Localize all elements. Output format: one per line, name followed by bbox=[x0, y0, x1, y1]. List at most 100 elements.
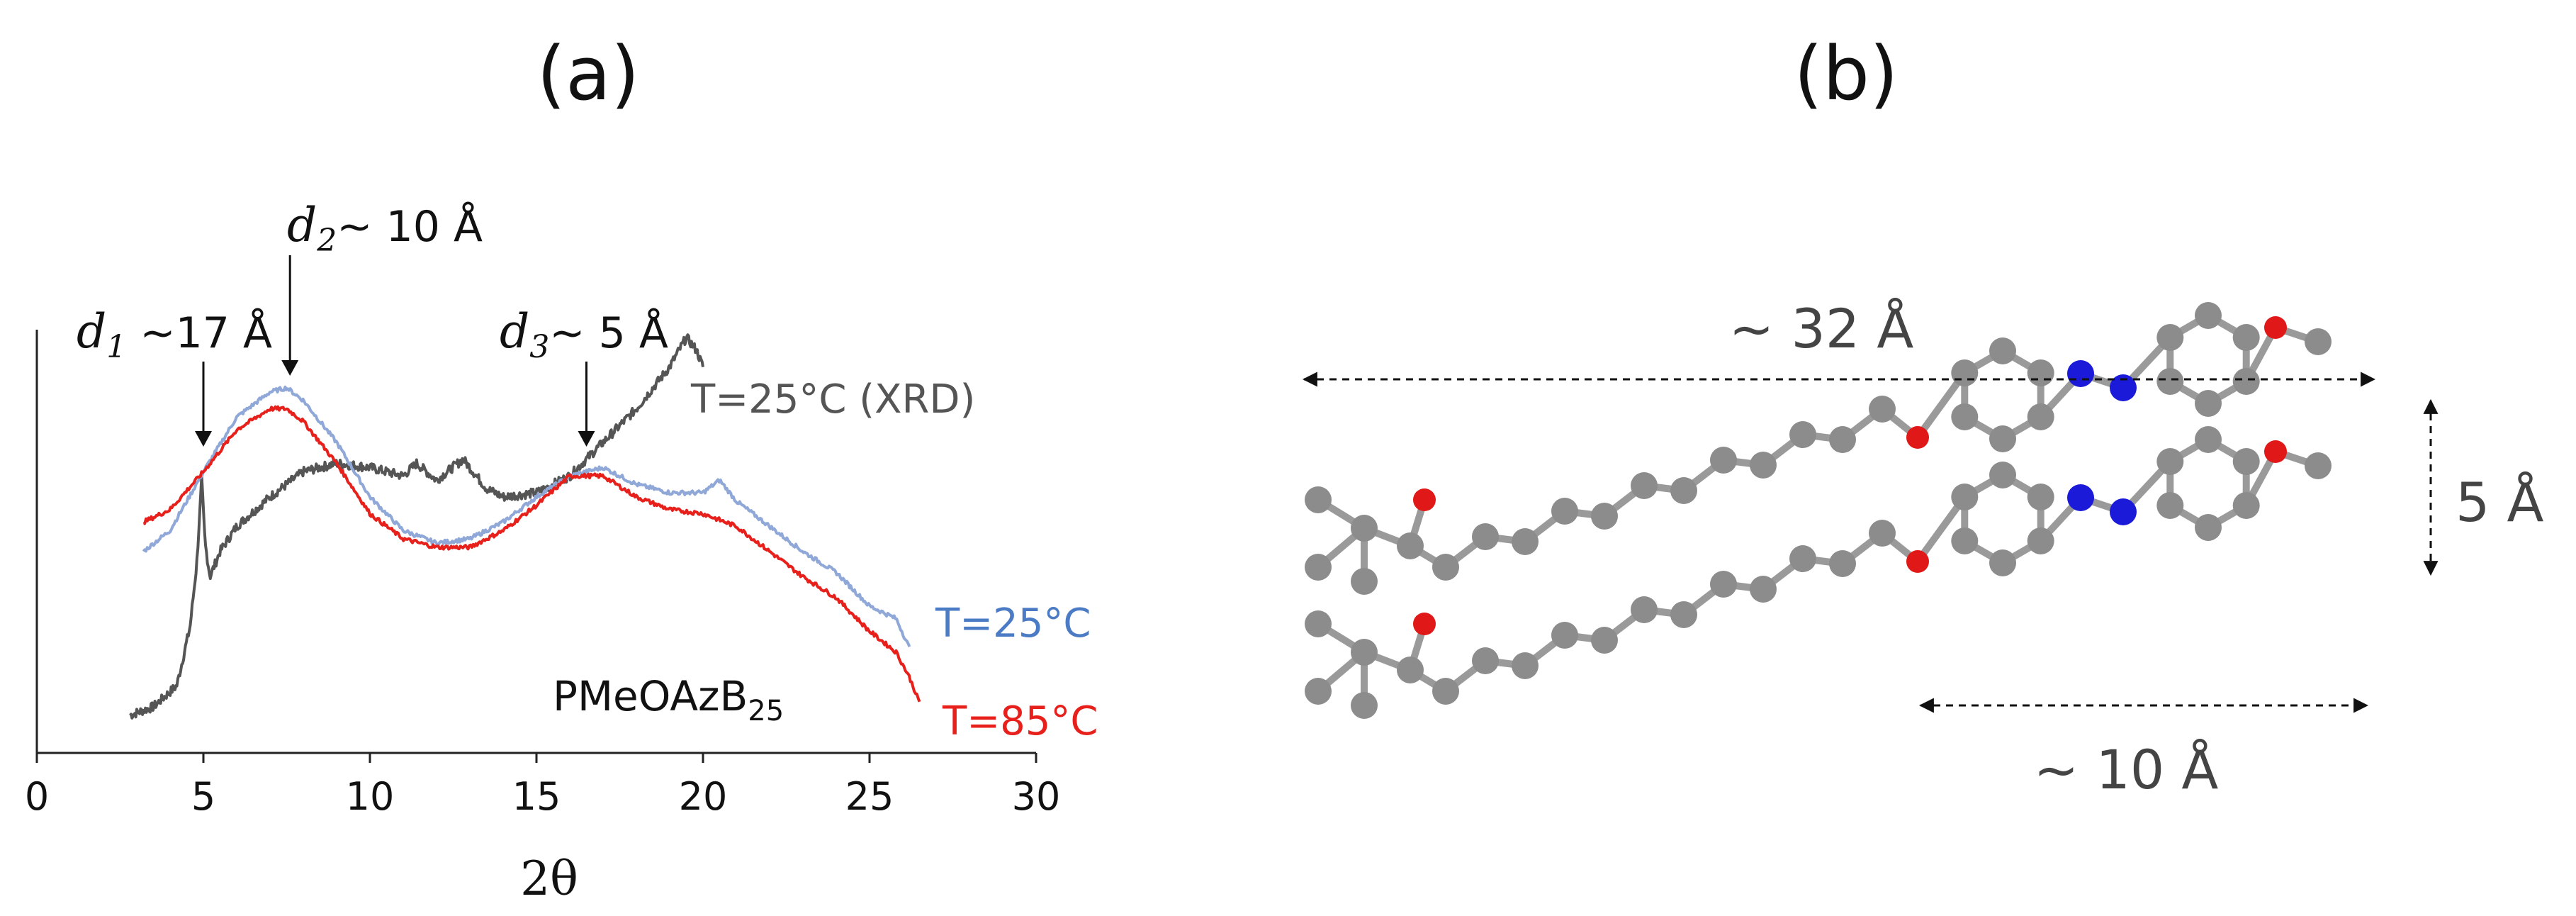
panel-a-label: (a) bbox=[537, 30, 640, 117]
label-25c: T=25°C bbox=[935, 601, 1091, 647]
mesogen-dimension-label: ~ 10 Å bbox=[2034, 738, 2219, 801]
carbon-atom bbox=[1351, 692, 1378, 719]
carbon-atom bbox=[1750, 576, 1777, 603]
nitrogen-atom bbox=[2067, 360, 2094, 387]
carbon-atom bbox=[1710, 447, 1737, 474]
carbon-atom bbox=[1710, 571, 1737, 598]
d1-symbol: d bbox=[77, 304, 106, 359]
carbon-atom bbox=[1829, 426, 1856, 453]
carbon-atom bbox=[1305, 610, 1332, 637]
carbon-atom bbox=[1432, 554, 1459, 581]
x-ticks: 0 5 10 15 20 25 30 bbox=[25, 753, 1061, 819]
carbon-atom bbox=[1551, 622, 1578, 649]
carbon-atom bbox=[1869, 396, 1896, 423]
annotation-arrow-head bbox=[578, 431, 595, 447]
d2-subscript: 2 bbox=[316, 223, 337, 259]
carbon-atom bbox=[1750, 452, 1777, 479]
svg-text:d3~ 5 Å: d3~ 5 Å bbox=[500, 304, 668, 365]
carbon-atom bbox=[1869, 520, 1896, 547]
label-85c: T=85°C bbox=[942, 698, 1098, 744]
molecule-diagram bbox=[1305, 302, 2332, 719]
carbon-atom bbox=[1951, 403, 1979, 430]
carbon-atom bbox=[2027, 359, 2054, 386]
carbon-atom bbox=[1789, 421, 1816, 448]
annotation-d1: d1 ~17 Å bbox=[77, 304, 272, 365]
oxygen-atom bbox=[2264, 440, 2287, 463]
carbon-atom bbox=[2027, 403, 2054, 430]
carbon-atom bbox=[1551, 498, 1578, 525]
xrd-chart: 0 5 10 15 20 25 30 2θ d1 ~17 Å d2~ 10 Å d3~ 5 … bbox=[25, 198, 1098, 906]
series-group bbox=[129, 333, 921, 720]
carbon-atom bbox=[1305, 678, 1332, 705]
carbon-atom bbox=[1631, 596, 1658, 623]
d1-text: ~17 Å bbox=[126, 308, 272, 358]
oxygen-atom bbox=[1906, 426, 1929, 449]
d2-symbol: d bbox=[287, 198, 317, 252]
annotation-d3: d3~ 5 Å bbox=[500, 304, 668, 365]
carbon-atom bbox=[1432, 678, 1459, 705]
carbon-atom bbox=[2195, 514, 2222, 541]
carbon-atom bbox=[2232, 492, 2260, 519]
carbon-atom bbox=[1512, 528, 1539, 555]
series-line bbox=[129, 333, 704, 720]
d3-symbol: d bbox=[500, 304, 529, 359]
d2-text: ~ 10 Å bbox=[337, 201, 483, 252]
length-dimension-label: ~ 32 Å bbox=[1729, 297, 1914, 360]
carbon-atom bbox=[2195, 302, 2222, 329]
carbon-atom bbox=[1829, 550, 1856, 577]
carbon-atom bbox=[1591, 503, 1618, 530]
spacing-dimension-label: 5 Å bbox=[2456, 471, 2544, 534]
carbon-atom bbox=[1472, 523, 1499, 550]
carbon-atom bbox=[1670, 601, 1697, 628]
d3-subscript: 3 bbox=[529, 329, 549, 365]
label-xrd: T=25°C (XRD) bbox=[690, 376, 975, 423]
carbon-atom bbox=[2195, 390, 2222, 417]
series-line bbox=[142, 405, 921, 703]
d3-text: ~ 5 Å bbox=[549, 308, 668, 358]
x-axis-label: 2θ bbox=[520, 851, 578, 906]
carbon-atom bbox=[1512, 652, 1539, 679]
carbon-atom bbox=[1789, 545, 1816, 572]
carbon-atom bbox=[2232, 448, 2260, 475]
carbon-atom bbox=[2027, 484, 2054, 510]
annotation-d2: d2~ 10 Å bbox=[287, 198, 483, 259]
carbon-atom bbox=[1305, 486, 1332, 513]
carbon-atom bbox=[2156, 324, 2184, 351]
carbon-atom bbox=[1951, 527, 1979, 554]
svg-text:d2~ 10 Å: d2~ 10 Å bbox=[287, 198, 483, 259]
x-tick-label: 0 bbox=[25, 774, 49, 819]
carbon-atom bbox=[1397, 532, 1424, 559]
oxygen-atom bbox=[1413, 488, 1436, 511]
carbon-atom bbox=[2232, 324, 2260, 351]
carbon-atom bbox=[1591, 627, 1618, 654]
carbon-atom bbox=[2027, 527, 2054, 554]
carbon-atom bbox=[1951, 359, 1979, 386]
d1-subscript: 1 bbox=[106, 329, 126, 365]
series-line bbox=[142, 385, 911, 647]
carbon-atom bbox=[2156, 368, 2184, 395]
carbon-atom bbox=[1305, 554, 1332, 581]
x-tick-label: 10 bbox=[346, 774, 395, 819]
panel-b-label: (b) bbox=[1794, 30, 1898, 117]
carbon-atom bbox=[2156, 448, 2184, 475]
x-tick-label: 30 bbox=[1012, 774, 1061, 819]
annotation-arrow-head bbox=[281, 360, 299, 376]
x-tick-label: 5 bbox=[191, 774, 215, 819]
carbon-atom bbox=[1351, 639, 1378, 666]
carbon-atom bbox=[1631, 472, 1658, 499]
molecule-atoms bbox=[1305, 302, 2332, 719]
carbon-atom bbox=[1351, 568, 1378, 595]
carbon-atom bbox=[2305, 328, 2332, 355]
carbon-atom bbox=[1472, 647, 1499, 674]
oxygen-atom bbox=[1906, 550, 1929, 573]
x-tick-label: 15 bbox=[512, 774, 561, 819]
carbon-atom bbox=[1351, 515, 1378, 542]
carbon-atom bbox=[2156, 492, 2184, 519]
carbon-atom bbox=[1989, 462, 2016, 488]
carbon-atom bbox=[1951, 484, 1979, 510]
oxygen-atom bbox=[1413, 613, 1436, 635]
nitrogen-atom bbox=[2110, 498, 2137, 525]
carbon-atom bbox=[1397, 657, 1424, 683]
carbon-atom bbox=[1989, 337, 2016, 364]
svg-text:d1 ~17 Å: d1 ~17 Å bbox=[77, 304, 272, 365]
